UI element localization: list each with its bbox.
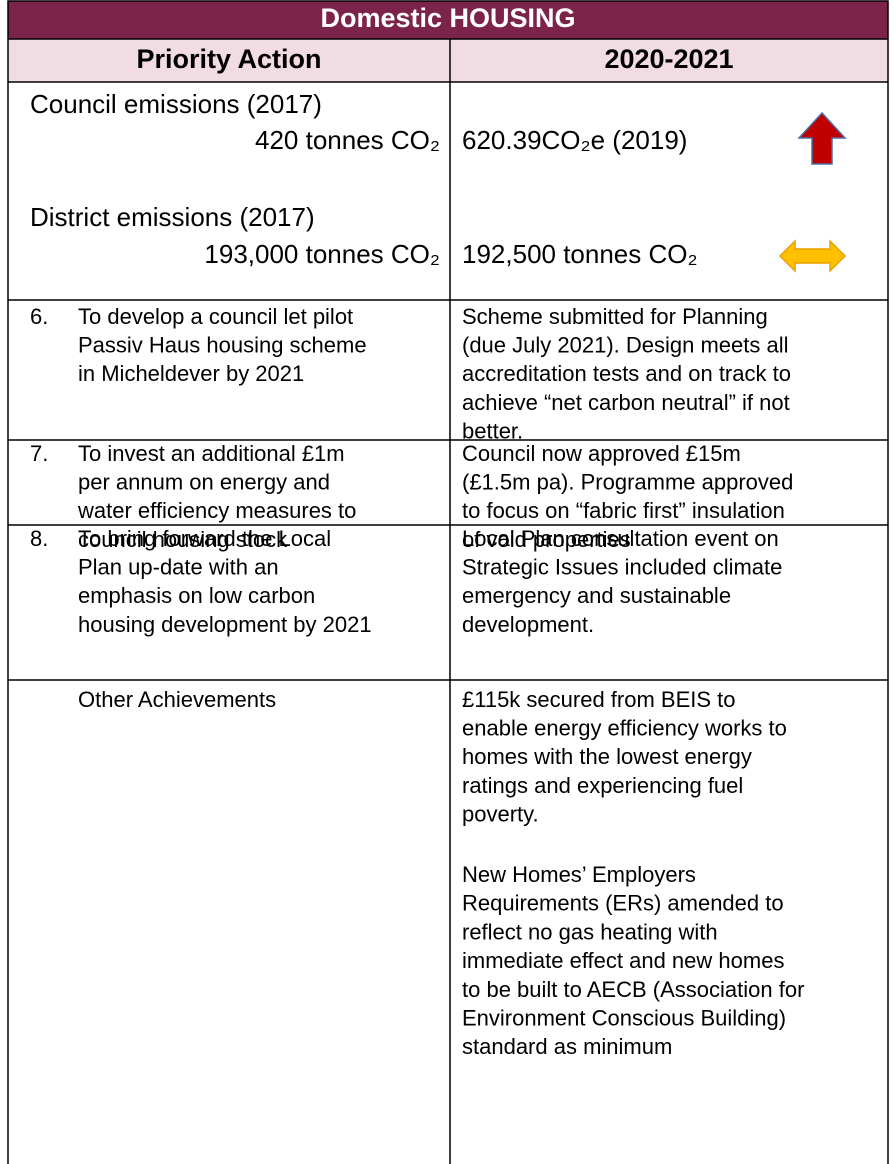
row-number: 6. bbox=[30, 304, 48, 329]
column-header: Priority Action bbox=[136, 44, 321, 74]
header-band bbox=[8, 39, 888, 82]
progress-line: development. bbox=[462, 612, 594, 637]
progress-line: Strategic Issues included climate bbox=[462, 555, 782, 580]
action-line: council housing stock bbox=[78, 527, 288, 552]
progress-line: of void properties bbox=[462, 527, 631, 552]
progress-line: accreditation tests and on track to bbox=[462, 361, 791, 386]
table-title: Domestic HOUSING bbox=[320, 3, 575, 33]
progress-line: immediate effect and new homes bbox=[462, 948, 784, 973]
action-line: housing development by 2021 bbox=[78, 612, 372, 637]
table-rules bbox=[7, 0, 889, 1164]
progress-line: to be built to AECB (Association for bbox=[462, 977, 804, 1002]
action-line: per annum on energy and bbox=[78, 470, 330, 495]
progress-line: enable energy efficiency works to bbox=[462, 716, 787, 741]
action-line: Plan up-date with an bbox=[78, 555, 279, 580]
progress-line: poverty. bbox=[462, 802, 539, 827]
progress-line: better. bbox=[462, 419, 523, 444]
column-header: 2020-2021 bbox=[604, 44, 733, 74]
row-number: 8. bbox=[30, 526, 48, 551]
action-line: emphasis on low carbon bbox=[78, 583, 315, 608]
progress-line: (due July 2021). Design meets all bbox=[462, 333, 789, 358]
progress-line: Council now approved £15m bbox=[462, 441, 741, 466]
progress-line: Local Plan consultation event on bbox=[462, 526, 779, 551]
progress-line: reflect no gas heating with bbox=[462, 919, 718, 944]
other-label: Other Achievements bbox=[78, 687, 276, 712]
progress-line: Scheme submitted for Planning bbox=[462, 304, 768, 329]
progress-line: Requirements (ERs) amended to bbox=[462, 891, 784, 916]
action-line: Passiv Haus housing scheme bbox=[78, 333, 367, 358]
title-band bbox=[8, 1, 888, 39]
row-number: 7. bbox=[30, 441, 48, 466]
double-arrow-icon bbox=[778, 239, 847, 273]
progress-line: achieve “net carbon neutral” if not bbox=[462, 390, 790, 415]
progress-line: homes with the lowest energy bbox=[462, 744, 752, 769]
progress-line: New Homes’ Employers bbox=[462, 862, 696, 887]
action-line: To invest an additional £1m bbox=[78, 441, 345, 466]
emission-label: Council emissions (2017) bbox=[30, 89, 322, 119]
emission-baseline: 193,000 tonnes CO₂ bbox=[204, 239, 440, 269]
progress-line: £115k secured from BEIS to bbox=[462, 687, 736, 712]
progress-line: (£1.5m pa). Programme approved bbox=[462, 470, 793, 495]
emission-label: District emissions (2017) bbox=[30, 202, 315, 232]
emission-current: 620.39CO₂e (2019) bbox=[462, 125, 687, 155]
progress-line: standard as minimum bbox=[462, 1034, 672, 1059]
action-line: To develop a council let pilot bbox=[78, 304, 353, 329]
progress-line: Environment Conscious Building) bbox=[462, 1006, 786, 1031]
progress-line: to focus on “fabric first” insulation bbox=[462, 498, 785, 523]
progress-line: emergency and sustainable bbox=[462, 583, 731, 608]
action-line: in Micheldever by 2021 bbox=[78, 361, 304, 386]
action-line: To bring forward the Local bbox=[78, 526, 331, 551]
up-arrow-icon bbox=[797, 111, 847, 165]
action-line: water efficiency measures to bbox=[77, 498, 356, 523]
emission-baseline: 420 tonnes CO₂ bbox=[255, 125, 440, 155]
progress-line: ratings and experiencing fuel bbox=[462, 773, 743, 798]
emission-current: 192,500 tonnes CO₂ bbox=[462, 239, 698, 269]
